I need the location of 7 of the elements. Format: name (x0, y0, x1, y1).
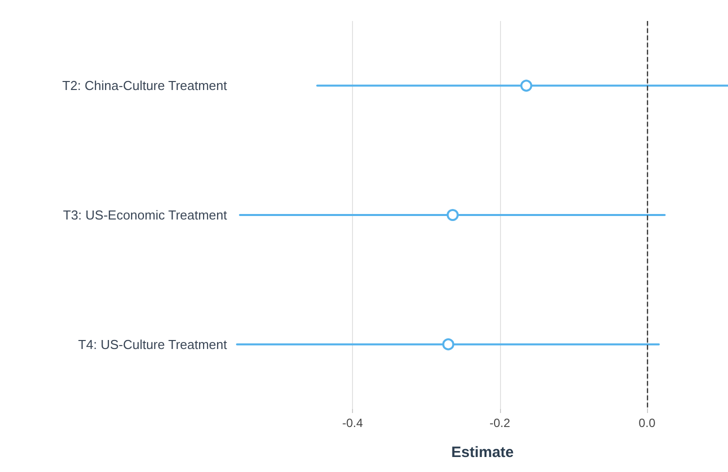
y-tick-label: T4: US-Culture Treatment (78, 336, 228, 352)
y-tick-label: T2: China-Culture Treatment (62, 78, 228, 94)
x-axis-title: Estimate (451, 444, 514, 461)
x-tick-label: 0.0 (638, 416, 656, 430)
x-tick-label: -0.4 (342, 416, 364, 430)
x-tick-label: -0.2 (489, 416, 510, 430)
y-tick-label: T3: US-Economic Treatment (63, 208, 228, 222)
